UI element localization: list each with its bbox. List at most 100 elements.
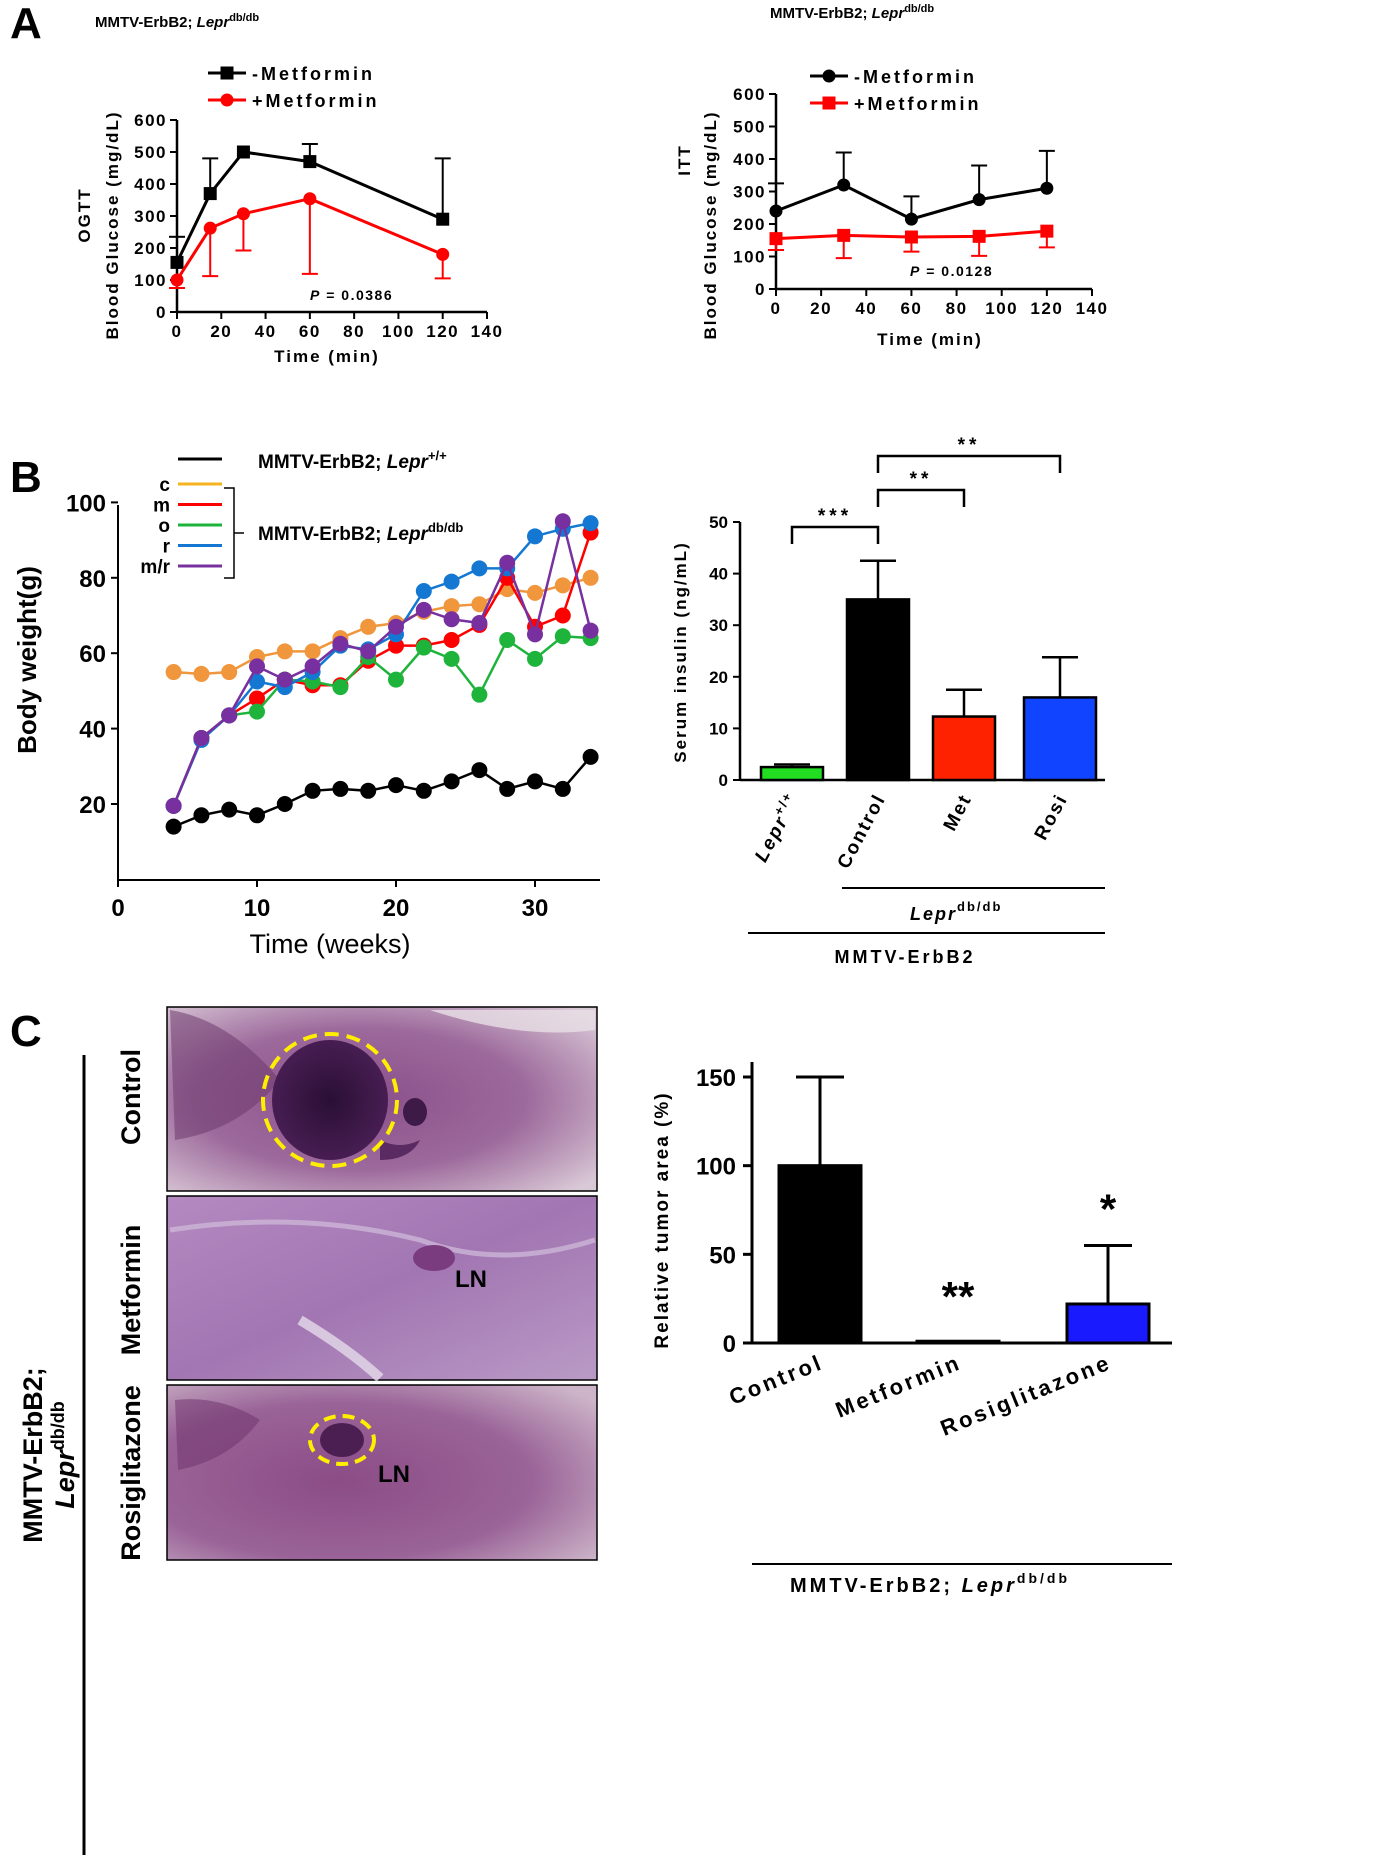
bodyweight-series-line (172, 520, 592, 807)
ogtt-xtick-label: 20 (210, 322, 232, 341)
image-control (166, 1006, 598, 1192)
itt-point (972, 229, 986, 243)
itt-xtick-label: 120 (1030, 299, 1063, 318)
bodyweight-point (221, 664, 238, 681)
bodyweight-point (193, 807, 210, 824)
itt-ylabel-1: ITT (675, 144, 694, 176)
bodyweight-point (249, 673, 265, 690)
bodyweight-point (527, 626, 543, 643)
bodyweight-point (415, 639, 432, 656)
itt-ytick-label: 100 (733, 248, 766, 267)
itt-ytick-label: 200 (733, 215, 766, 234)
bodyweight-legend-label: m (153, 496, 170, 517)
bodyweight-point (443, 773, 460, 790)
bodyweight-ytick-label: 60 (79, 641, 106, 668)
itt-xtick-label: 140 (1076, 299, 1109, 318)
bodyweight-legend-label: c (159, 475, 170, 496)
tumor-bar (915, 1339, 1001, 1345)
itt-xtick-label: 0 (771, 299, 782, 318)
bodyweight-point (360, 643, 377, 660)
bodyweight-point (249, 690, 265, 707)
insulin-category-label: Lepr+/+ (748, 789, 805, 866)
bodyweight-point (388, 618, 404, 635)
bodyweight-ytick-label: 100 (66, 490, 106, 517)
itt-xlabel: Time (min) (877, 330, 983, 349)
bodyweight-ylabel: Body weight(g) (12, 566, 42, 754)
itt-xtick-label: 100 (985, 299, 1018, 318)
itt-legend-label: -Metformin (854, 67, 977, 87)
bodyweight-point (471, 686, 488, 703)
bodyweight-point (554, 577, 571, 594)
ogtt-legend-label: -Metformin (252, 64, 375, 84)
ogtt-legend-marker (220, 93, 234, 107)
ogtt-point (170, 255, 184, 269)
bodyweight-point (471, 596, 488, 613)
image-rosiglitazone: LN (166, 1384, 598, 1860)
ogtt-point (236, 145, 250, 159)
image-metformin-ln: LN (455, 1266, 487, 1293)
bodyweight-point (415, 582, 432, 599)
bodyweight-legend-label: m/r (140, 557, 170, 578)
ogtt-ytick-label: 300 (134, 207, 167, 226)
itt-point (904, 212, 918, 226)
bodyweight-ytick-label: 40 (79, 717, 106, 744)
panel-label-b: B (10, 453, 42, 502)
itt-ytick-label: 400 (733, 150, 766, 169)
bodyweight-point (249, 703, 265, 720)
bodyweight-point (193, 730, 210, 747)
itt-point (904, 230, 918, 244)
bodyweight-legend-label: o (158, 516, 170, 537)
bodyweight-point (332, 679, 349, 696)
bodyweight-point (165, 818, 182, 835)
bodyweight-point (582, 748, 599, 765)
tumor-category-label: Metformin (832, 1349, 965, 1422)
ogtt-point (203, 221, 217, 235)
insulin-ytick-label: 10 (709, 719, 728, 738)
insulin-group-label-2: MMTV-ErbB2 (834, 947, 975, 967)
tumor-outline-control (261, 1032, 399, 1168)
insulin-significance-bracket (876, 454, 1062, 473)
bodyweight-point (165, 664, 182, 681)
itt-point (769, 204, 783, 218)
bodyweight-series-line (172, 521, 591, 807)
tumor-outline-rosiglitazone (308, 1414, 376, 1466)
insulin-significance-bracket (790, 525, 880, 544)
bodyweight-xtick-label: 10 (244, 895, 271, 922)
images-side-label-1: MMTV-ErbB2; (18, 1367, 48, 1543)
insulin-group-label-1: Leprdb/db (910, 899, 1002, 924)
insulin-significance-bracket (876, 488, 966, 507)
bodyweight-point (527, 650, 543, 667)
tumor-category-label: Rosiglitazone (937, 1349, 1115, 1440)
bodyweight-point (276, 643, 293, 660)
bodyweight-xtick-label: 20 (383, 895, 410, 922)
bodyweight-point (443, 573, 460, 590)
insulin-bar (1022, 696, 1098, 782)
panel-label-a: A (10, 0, 42, 48)
bodyweight-point (165, 797, 182, 814)
bodyweight-ytick-label: 20 (79, 792, 106, 819)
bodyweight-point (554, 780, 571, 797)
bodyweight-point (582, 515, 599, 532)
insulin-category-label: Met (940, 790, 977, 834)
bodyweight-point (221, 707, 238, 724)
insulin-ytick-label: 30 (709, 616, 728, 635)
bodyweight-point (471, 615, 488, 632)
bodyweight-legend-label: r (163, 537, 171, 558)
tumor-significance-label: ** (942, 1273, 975, 1320)
itt-point (837, 228, 851, 242)
bodyweight-point (221, 801, 238, 818)
ogtt-ytick-label: 500 (134, 143, 167, 162)
bodyweight-point (249, 807, 265, 824)
ogtt-xtick-label: 100 (382, 322, 415, 341)
ogtt-xtick-label: 40 (255, 322, 277, 341)
ogtt-legend-marker (220, 66, 234, 80)
bodyweight-legend-wt: MMTV-ErbB2; Lepr+/+ (258, 448, 447, 473)
tumor-ytick-label: 150 (696, 1065, 736, 1092)
bodyweight-legend-bracket (224, 487, 244, 579)
image-row-label-metformin: Metformin (116, 1225, 146, 1356)
ogtt-point (170, 273, 184, 287)
tumor-significance-label: * (1100, 1185, 1117, 1232)
bodyweight-legend-db: MMTV-ErbB2; Leprdb/db (258, 520, 463, 545)
